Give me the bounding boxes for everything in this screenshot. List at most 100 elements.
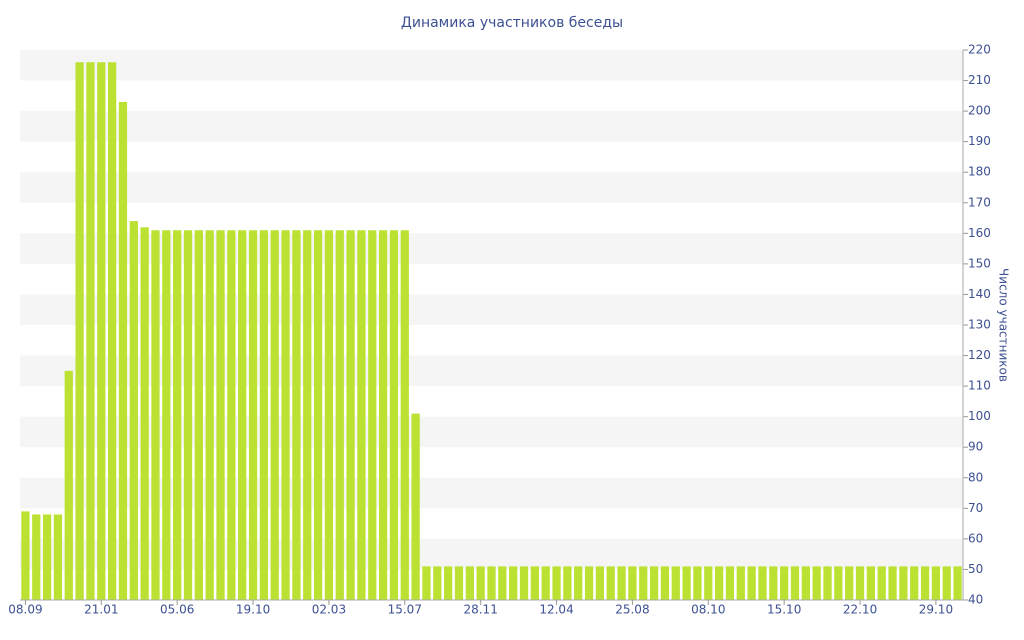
bar bbox=[942, 566, 951, 600]
y-tick-label: 70 bbox=[968, 501, 983, 515]
x-tick-label: 15.10 bbox=[767, 603, 801, 617]
y-tick-label: 200 bbox=[968, 104, 991, 118]
y-tick-label: 140 bbox=[968, 287, 991, 301]
bar bbox=[357, 230, 366, 600]
bar bbox=[42, 514, 52, 600]
bar bbox=[877, 566, 886, 600]
bar bbox=[227, 230, 236, 600]
bar bbox=[812, 566, 821, 600]
bar bbox=[53, 514, 63, 600]
bar bbox=[194, 230, 203, 600]
x-tick-label: 02.03 bbox=[312, 603, 346, 617]
y-tick-label: 220 bbox=[968, 43, 991, 57]
grid-band bbox=[20, 416, 963, 448]
bar bbox=[866, 566, 875, 600]
y-tick-label: 80 bbox=[968, 470, 983, 484]
grid-band bbox=[20, 477, 963, 509]
bar bbox=[509, 566, 518, 600]
bar bbox=[64, 370, 73, 600]
bar bbox=[368, 230, 377, 600]
bar bbox=[920, 566, 930, 600]
x-tick-label: 05.06 bbox=[160, 603, 194, 617]
bar bbox=[151, 230, 160, 600]
grid-band bbox=[20, 50, 963, 81]
bar bbox=[346, 230, 355, 600]
x-tick-label: 08.10 bbox=[691, 603, 725, 617]
bar bbox=[628, 566, 637, 600]
bar bbox=[790, 566, 800, 600]
bar bbox=[552, 566, 561, 600]
bar bbox=[769, 566, 778, 600]
bar bbox=[931, 566, 941, 600]
bar bbox=[389, 230, 399, 600]
grid-band bbox=[20, 111, 963, 142]
bar bbox=[32, 514, 41, 600]
bar bbox=[411, 413, 420, 600]
bar bbox=[563, 566, 572, 600]
bar bbox=[617, 566, 626, 600]
bar bbox=[303, 230, 312, 600]
bar bbox=[639, 566, 648, 600]
y-tick-label: 210 bbox=[968, 73, 991, 87]
bar bbox=[758, 566, 767, 600]
bar bbox=[693, 566, 702, 600]
bar bbox=[216, 230, 225, 600]
bar bbox=[433, 566, 442, 600]
grid-band bbox=[20, 355, 963, 387]
x-tick-label: 28.11 bbox=[463, 603, 497, 617]
x-tick-label: 08.09 bbox=[8, 603, 42, 617]
bar bbox=[498, 566, 507, 600]
bar bbox=[118, 101, 128, 600]
grid-band bbox=[20, 172, 963, 203]
y-tick-label: 170 bbox=[968, 195, 991, 209]
bar bbox=[595, 566, 605, 600]
bar bbox=[888, 566, 897, 600]
x-tick-label: 22.10 bbox=[843, 603, 877, 617]
bar bbox=[378, 230, 388, 600]
chart-title: Динамика участников беседы bbox=[401, 15, 623, 31]
y-tick-label: 180 bbox=[968, 165, 991, 179]
y-axis-label: Число участников bbox=[997, 268, 1011, 382]
y-tick-label: 110 bbox=[968, 379, 991, 393]
grid-band bbox=[20, 233, 963, 264]
bar bbox=[736, 566, 745, 600]
bar bbox=[725, 566, 735, 600]
bar bbox=[259, 230, 268, 600]
bar bbox=[606, 566, 615, 600]
bar bbox=[281, 230, 290, 600]
bar bbox=[704, 566, 713, 600]
x-tick-label: 21.01 bbox=[84, 603, 118, 617]
bar bbox=[324, 230, 334, 600]
y-tick-label: 100 bbox=[968, 409, 991, 423]
bar bbox=[671, 566, 680, 600]
bar bbox=[248, 230, 258, 600]
bar bbox=[584, 566, 594, 600]
bar bbox=[75, 62, 84, 600]
y-tick-label: 50 bbox=[968, 562, 983, 576]
bar bbox=[845, 566, 854, 600]
bar bbox=[747, 566, 756, 600]
x-tick-label: 25.08 bbox=[615, 603, 649, 617]
bar bbox=[899, 566, 908, 600]
bar bbox=[173, 230, 182, 600]
bar bbox=[476, 566, 485, 600]
bar bbox=[400, 230, 409, 600]
bar bbox=[649, 566, 659, 600]
bar bbox=[465, 566, 474, 600]
x-tick-label: 19.10 bbox=[236, 603, 270, 617]
bar bbox=[910, 566, 919, 600]
x-tick-label: 12.04 bbox=[539, 603, 573, 617]
bar bbox=[682, 566, 691, 600]
bar bbox=[780, 566, 789, 600]
bar bbox=[313, 230, 323, 600]
bar bbox=[801, 566, 810, 600]
bar bbox=[855, 566, 865, 600]
bar bbox=[660, 566, 670, 600]
y-tick-label: 90 bbox=[968, 440, 983, 454]
bar bbox=[238, 230, 247, 600]
bar bbox=[335, 230, 344, 600]
bar bbox=[541, 566, 550, 600]
bar bbox=[834, 566, 843, 600]
grid-band bbox=[20, 294, 963, 325]
